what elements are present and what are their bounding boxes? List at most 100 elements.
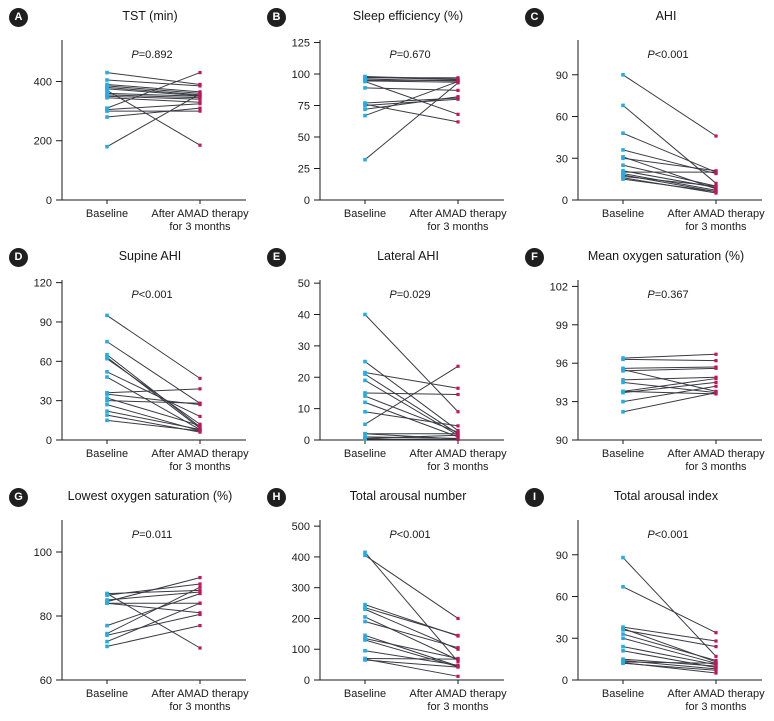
pair-line [622,157,717,172]
pair-line [106,79,201,87]
pair-line [106,107,201,118]
pair-line [106,83,201,93]
pair-line [364,82,459,161]
pair-line [622,557,717,657]
pair-line [364,659,459,668]
baseline-marker [621,131,625,136]
panel-letter-badge: B [267,8,286,27]
p-value-label: P<0.001 [389,529,430,541]
baseline-marker [363,391,367,395]
pair-line [106,314,201,379]
after-marker [714,134,718,138]
x-label-after-line1: After AMAD therapy [409,688,507,700]
panel-H: H Total arousal number 0 100 200 300 400 500 P… [258,480,516,720]
y-tick-label: 0 [46,195,52,207]
plot-svg-E: 0 10 20 30 40 50 P=0.029 Baseline After AMAD the… [298,278,507,473]
panel-letter-badge: I [525,488,544,507]
after-marker [198,106,202,110]
p-value-label: P=0.029 [389,289,430,301]
x-label-after-line1: After AMAD therapy [667,448,765,460]
baseline-marker [105,88,109,93]
pair-line [622,662,717,671]
after-marker [714,190,718,194]
y-tick-label: 50 [298,132,310,144]
y-tick-label: 0 [562,675,568,687]
pair-line [364,361,459,431]
pair-line [622,646,717,666]
pair-line [364,372,459,389]
x-label-after-line1: After AMAD therapy [409,208,507,220]
baseline-marker [105,601,109,605]
pair-line [106,103,201,111]
pair-line [364,98,459,107]
after-marker [714,658,718,663]
pair-line [106,85,201,94]
baseline-marker [363,633,367,638]
plot-svg-H: 0 100 200 300 400 500 P<0.001 Baseline After AMA… [292,520,507,713]
panel-title: Lateral AHI [377,249,439,263]
after-marker [456,633,460,637]
y-tick-label: 40 [298,310,310,322]
after-marker [198,576,202,580]
pair-line [106,397,201,427]
baseline-marker [105,78,109,82]
baseline-marker [621,148,625,152]
baseline-marker [105,144,109,149]
baseline-marker [621,410,625,414]
pair-line [106,97,201,103]
baseline-marker [105,639,109,644]
after-marker [714,661,718,665]
panel-title: AHI [655,9,677,23]
baseline-marker [105,409,109,413]
x-label-after-line2: for 3 months [685,461,747,473]
after-marker [714,184,718,188]
baseline-marker [621,389,625,394]
pair-line [106,586,201,635]
after-marker [198,401,202,405]
baseline-marker [105,70,109,75]
pair-line [106,400,201,404]
baseline-marker [621,156,625,161]
pair-line [106,341,201,404]
pair-line [364,365,459,425]
p-value-label: P<0.001 [647,529,688,541]
pair-line [364,634,459,667]
y-tick-label: 90 [40,317,52,329]
y-tick-label: 93 [556,397,568,409]
pair-line [364,607,459,636]
pair-line [364,81,459,115]
x-label-after-line1: After AMAD therapy [667,688,765,700]
y-tick-label: 100 [34,547,52,559]
baseline-marker [621,584,625,589]
y-tick-label: 90 [556,70,568,82]
baseline-marker [105,418,109,423]
pair-line [364,373,459,435]
pair-line [364,639,459,668]
pair-line [364,554,459,619]
panel-title: Lowest oxygen saturation (%) [67,489,233,503]
after-marker [714,384,718,388]
panel-letter-badge: F [525,248,544,267]
baseline-marker [621,163,625,168]
after-marker [456,120,460,124]
pair-line [622,164,717,187]
panel-letter-badge: H [267,488,286,507]
after-marker [714,352,718,356]
y-tick-label: 0 [304,195,310,207]
pair-line [106,613,201,636]
x-label-baseline: Baseline [602,208,644,220]
pair-line [622,156,717,190]
y-tick-label: 60 [556,112,568,124]
baseline-marker [363,638,367,642]
pair-line [622,637,717,664]
pair-line [106,72,201,85]
baseline-marker [621,648,625,653]
x-label-baseline: Baseline [86,208,128,220]
baseline-marker [621,661,625,666]
baseline-marker [363,409,367,414]
pair-line [106,371,201,417]
y-tick-label: 30 [556,633,568,645]
baseline-marker [105,396,109,400]
y-tick-label: 300 [292,583,310,595]
panel-F: F Mean oxygen saturation (%) 90 93 96 99 102… [516,240,774,480]
